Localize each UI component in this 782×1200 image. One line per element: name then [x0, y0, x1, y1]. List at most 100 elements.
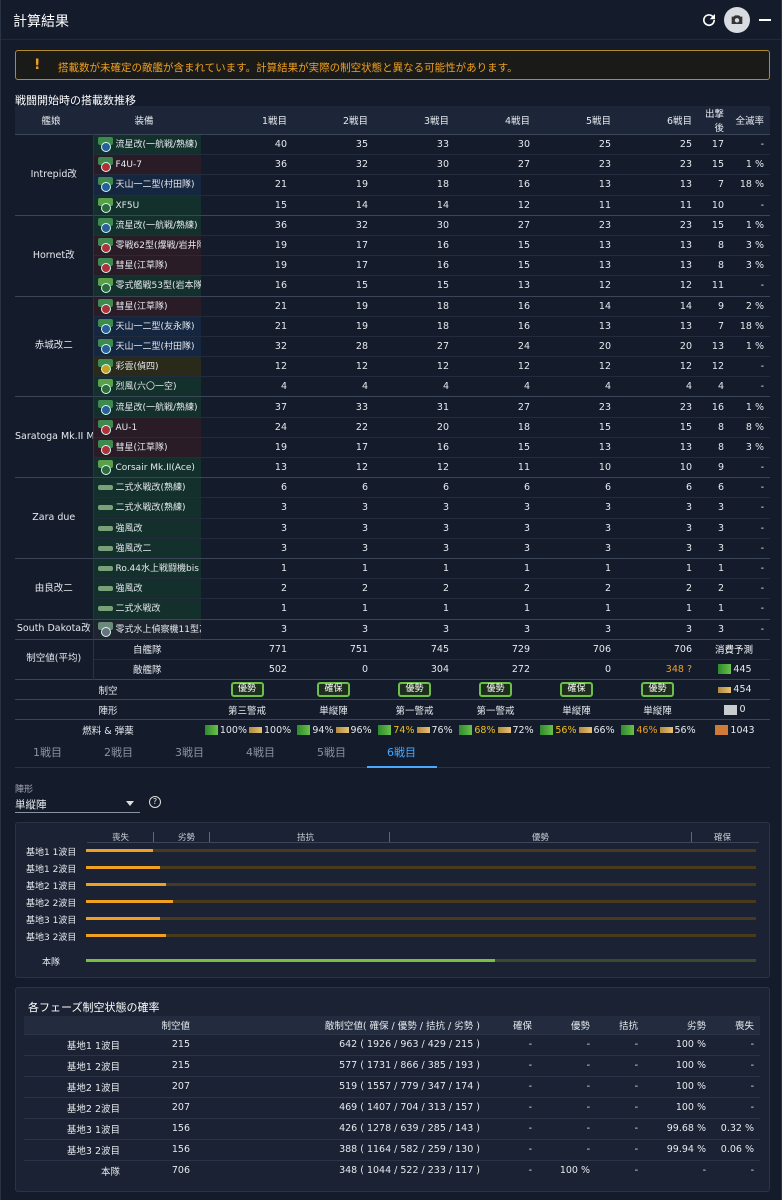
slot-count: 17	[293, 255, 374, 276]
phase-cell: -	[596, 1096, 644, 1118]
ammo-percent: 72%	[512, 724, 534, 736]
slot-count: 1	[374, 557, 455, 579]
equipment-cell[interactable]: 彗星(江草隊)	[93, 436, 201, 458]
slot-count: 3	[201, 517, 293, 539]
tab-battle-1[interactable]: 1戦目	[33, 746, 62, 759]
slot-count: 3	[455, 497, 536, 519]
resource-cell: 100% 100%	[201, 719, 293, 741]
phase-cell: 215	[134, 1033, 196, 1055]
ally-airpower: 729	[455, 638, 536, 660]
slot-count: 13	[201, 456, 293, 478]
equipment-cell[interactable]: 零式艦戦53型(岩本隊)	[93, 275, 201, 296]
tab-battle-6[interactable]: 6戦目	[387, 746, 416, 759]
seaplane-icon	[97, 601, 113, 616]
equipment-cell[interactable]: 烈風(六〇一空)	[93, 376, 201, 397]
tab-battle-5[interactable]: 5戦目	[317, 746, 346, 759]
equipment-cell[interactable]: 天山一二型(村田隊)	[93, 335, 201, 357]
slot-count: 16	[698, 396, 730, 418]
slot-count: 40	[201, 133, 293, 155]
bomber-icon	[97, 238, 113, 254]
slot-count: 3 %	[730, 436, 770, 458]
phase-row: 基地1 2波目 215 577 ( 1731 / 866 / 385 / 193 )…	[24, 1054, 760, 1076]
equipment-name: Corsair Mk.II(Ace)	[115, 463, 195, 474]
slot-count: 20	[617, 335, 698, 357]
slot-count: 17	[293, 436, 374, 458]
equipment-cell[interactable]: 二式水戦改(熟練)	[93, 477, 201, 498]
slot-count: 21	[201, 295, 293, 317]
help-icon[interactable]: ?	[149, 796, 161, 808]
slot-count: 17	[293, 234, 374, 256]
formation-select[interactable]: 単縦陣	[15, 797, 140, 813]
equipment-name: 彗星(江草隊)	[115, 442, 168, 453]
slot-count: 4	[455, 376, 536, 397]
equipment-cell[interactable]: 二式水戦改(熟練)	[93, 497, 201, 519]
fuel-percent: 94%	[312, 724, 334, 736]
tab-battle-3[interactable]: 3戦目	[175, 746, 204, 759]
equipment-cell[interactable]: 零式水上偵察機11型乙	[93, 618, 201, 640]
phase-row: 基地2 2波目 207 469 ( 1407 / 704 / 313 / 157 )…	[24, 1096, 760, 1118]
slot-count: 13	[536, 436, 617, 458]
tab-battle-4[interactable]: 4戦目	[246, 746, 275, 759]
slot-count: 12	[374, 356, 455, 377]
slot-count: 3	[374, 517, 455, 539]
air-bar-label: 基地1 2波目	[26, 865, 77, 875]
slot-count: 2	[455, 578, 536, 599]
slot-row: 天山一二型(村田隊) 32 28 27 24 20 20 13 1 %	[15, 335, 770, 357]
equipment-cell[interactable]: 流星改(一航戦/熟練)	[93, 133, 201, 155]
slot-row: 二式水戦改 1 1 1 1 1 1 1-	[15, 598, 770, 619]
slot-count: 21	[201, 315, 293, 337]
fuel-percent: 74%	[393, 724, 415, 736]
equipment-cell[interactable]: 強風改	[93, 517, 201, 539]
equipment-cell[interactable]: 二式水戦改	[93, 598, 201, 619]
equipment-cell[interactable]: 零戦62型(爆戦/岩井隊)	[93, 234, 201, 256]
phase-cell: -	[712, 1075, 760, 1097]
phase-cell: 0.32 %	[712, 1117, 760, 1139]
equipment-cell[interactable]: 流星改(一航戦/熟練)	[93, 214, 201, 236]
minimize-icon[interactable]	[759, 19, 771, 21]
equipment-cell[interactable]: 彩雲(偵四)	[93, 356, 201, 377]
equipment-cell[interactable]: 強風改	[93, 578, 201, 599]
equipment-cell[interactable]: 流星改(一航戦/熟練)	[93, 396, 201, 418]
formation-row-label: 陣形	[15, 699, 201, 720]
equipment-name: 二式水戦改(熟練)	[115, 503, 186, 514]
slot-count: 33	[293, 396, 374, 418]
slot-count: 10	[698, 194, 730, 216]
equipment-cell[interactable]: AU-1	[93, 416, 201, 438]
equipment-cell[interactable]: 彗星(江草隊)	[93, 255, 201, 276]
slot-count: 18	[374, 174, 455, 196]
equipment-cell[interactable]: Ro.44水上戦闘機bis	[93, 557, 201, 579]
equipment-cell[interactable]: 天山一二型(友永隊)	[93, 315, 201, 337]
tab-battle-2[interactable]: 2戦目	[104, 746, 133, 759]
slot-count: 12	[617, 275, 698, 296]
slot-count: 1	[617, 557, 698, 579]
formation-row: 陣形 第三警戒 単縦陣 第一警戒 第一警戒 単縦陣 単縦陣 0	[15, 699, 770, 720]
air-state-chart: 喪失 劣勢 拮抗 優勢 確保 基地1 1波目 基地1 2波目 基地2 1波目 基地2 …	[15, 822, 770, 978]
phase-cell: -	[538, 1117, 596, 1139]
equipment-name: 二式水戦改(熟練)	[115, 483, 186, 494]
equipment-cell[interactable]: 天山一二型(村田隊)	[93, 174, 201, 196]
slot-row: Hornet改 流星改(一航戦/熟練) 36 32 30 27 23 23 15 1 %	[15, 214, 770, 296]
air-state-cell: 優勢	[201, 679, 293, 700]
screenshot-button[interactable]	[724, 7, 750, 33]
slot-row: 彗星(江草隊) 19 17 16 15 13 13 8 3 %	[15, 436, 770, 458]
slots-header: 3戦目	[374, 106, 455, 135]
equipment-cell[interactable]: F4U-7	[93, 154, 201, 175]
warning-message: 搭載数が未確定の敵艦が含まれています。計算結果が実際の制空状態と異なる可能性があ…	[58, 62, 518, 74]
equipment-cell[interactable]: 強風改二	[93, 537, 201, 559]
slot-count: 1	[698, 598, 730, 619]
slot-count: 15	[455, 436, 536, 458]
phase-cell: -	[538, 1138, 596, 1160]
equipment-cell[interactable]: Corsair Mk.II(Ace)	[93, 456, 201, 478]
slot-count: 11	[698, 275, 730, 296]
slot-row: 赤城改二 彗星(江草隊) 21 19 18 16 14 14 9 2 %	[15, 295, 770, 397]
equipment-cell[interactable]: 彗星(江草隊)	[93, 295, 201, 317]
formation-cell: 単縦陣	[617, 699, 698, 720]
phase-cell: -	[486, 1159, 538, 1181]
slot-count: 12	[536, 356, 617, 377]
ammo-icon	[249, 727, 262, 734]
refresh-icon[interactable]	[700, 11, 718, 29]
slot-row: 天山一二型(友永隊) 21 19 18 16 13 13 7 18 %	[15, 315, 770, 337]
equipment-cell[interactable]: XF5U	[93, 194, 201, 216]
air-state-badge: 優勢	[230, 682, 264, 698]
slots-header: 1戦目	[201, 106, 293, 135]
